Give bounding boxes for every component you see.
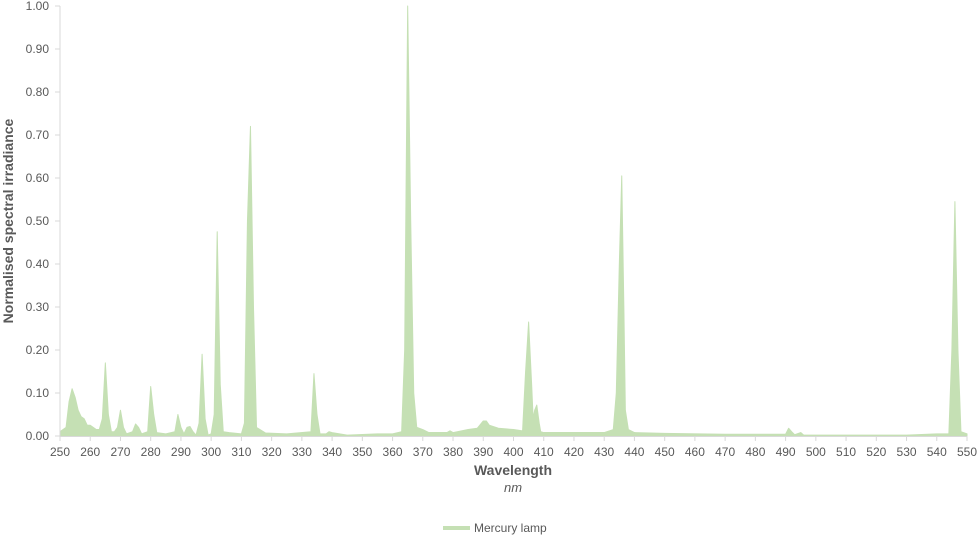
y-tick-label: 0.90	[26, 42, 50, 56]
y-tick-label: 0.20	[26, 343, 50, 357]
x-tick-label: 420	[564, 445, 584, 459]
x-tick-label: 300	[201, 445, 221, 459]
series-area-mercury-lamp	[59, 5, 968, 437]
y-tick-label: 0.30	[26, 300, 50, 314]
y-tick-label: 0.00	[26, 429, 50, 443]
x-tick-label: 270	[110, 445, 130, 459]
x-tick-label: 250	[50, 445, 70, 459]
y-axis-title: Normalised spectral irradiance	[0, 118, 16, 323]
x-tick-label: 480	[745, 445, 765, 459]
x-axis-title: Wavelength	[474, 462, 552, 478]
x-tick-label: 500	[806, 445, 826, 459]
legend: Mercury lamp	[443, 521, 547, 535]
y-tick-label: 0.40	[26, 257, 50, 271]
x-tick-label: 540	[927, 445, 947, 459]
x-tick-label: 280	[141, 445, 161, 459]
y-tick-label: 0.80	[26, 85, 50, 99]
x-tick-label: 390	[473, 445, 493, 459]
x-tick-label: 430	[594, 445, 614, 459]
y-tick-label: 0.70	[26, 128, 50, 142]
x-tick-label: 350	[352, 445, 372, 459]
y-tick-label: 0.10	[26, 386, 50, 400]
y-tick-label: 1.00	[26, 0, 50, 13]
x-tick-label: 370	[413, 445, 433, 459]
x-tick-label: 330	[292, 445, 312, 459]
x-tick-label: 530	[897, 445, 917, 459]
x-tick-label: 260	[80, 445, 100, 459]
x-axis-unit: nm	[504, 480, 522, 495]
x-tick-label: 340	[322, 445, 342, 459]
x-tick-label: 520	[866, 445, 886, 459]
x-tick-label: 310	[231, 445, 251, 459]
x-tick-label: 320	[262, 445, 282, 459]
x-tick-label: 460	[685, 445, 705, 459]
x-tick-label: 550	[957, 445, 977, 459]
x-tick-label: 400	[503, 445, 523, 459]
x-tick-label: 510	[836, 445, 856, 459]
y-tick-label: 0.60	[26, 171, 50, 185]
y-tick-label: 0.50	[26, 214, 50, 228]
x-tick-label: 450	[655, 445, 675, 459]
x-tick-label: 410	[534, 445, 554, 459]
x-tick-label: 490	[776, 445, 796, 459]
x-tick-label: 380	[443, 445, 463, 459]
x-tick-label: 360	[383, 445, 403, 459]
x-tick-label: 470	[715, 445, 735, 459]
x-tick-label: 290	[171, 445, 191, 459]
x-tick-label: 440	[624, 445, 644, 459]
legend-label-mercury-lamp: Mercury lamp	[474, 521, 547, 535]
